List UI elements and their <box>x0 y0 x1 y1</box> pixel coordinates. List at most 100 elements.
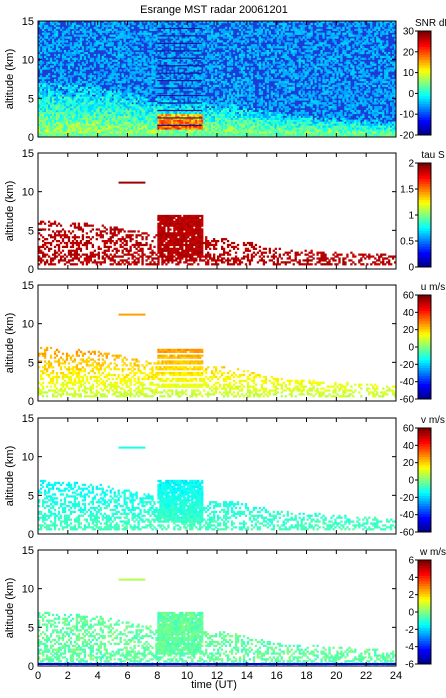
heatmap-cell <box>276 113 279 117</box>
heatmap-cell <box>49 131 53 134</box>
heatmap-cell <box>65 28 69 31</box>
heatmap-cell <box>203 21 206 24</box>
heatmap-cell <box>250 133 254 136</box>
heatmap-cell <box>276 98 279 101</box>
heatmap-cell <box>220 98 224 101</box>
heatmap-cell <box>222 42 226 45</box>
heatmap-cell <box>125 50 128 53</box>
heatmap-cell <box>278 113 281 117</box>
heatmap-cell <box>282 111 285 115</box>
heatmap-cell <box>141 133 144 136</box>
heatmap-cell <box>224 133 228 136</box>
heatmap-cell <box>47 77 51 80</box>
heatmap-cell <box>284 57 287 60</box>
heatmap-cell <box>228 123 232 126</box>
heatmap-cell <box>209 125 212 128</box>
heatmap-cell <box>131 109 134 113</box>
heatmap-cell <box>107 51 110 55</box>
heatmap-cell <box>266 119 270 122</box>
heatmap-cell <box>207 108 210 111</box>
heatmap-cell <box>75 42 79 45</box>
heatmap-cell <box>127 21 130 24</box>
heatmap-cell <box>240 119 244 122</box>
heatmap-cell <box>119 108 122 111</box>
heatmap-cell <box>81 115 85 118</box>
heatmap-cell <box>75 86 79 89</box>
heatmap-cell <box>193 82 196 86</box>
heatmap-cell <box>133 86 136 89</box>
heatmap-cell <box>217 133 220 136</box>
heatmap-cell <box>220 63 224 66</box>
heatmap-cell <box>119 50 122 53</box>
heatmap-cell <box>179 125 182 128</box>
heatmap-cell <box>53 129 57 132</box>
heatmap-cell <box>143 121 146 124</box>
heatmap-cell <box>248 135 252 138</box>
heatmap-cell <box>230 98 234 101</box>
heatmap-cell <box>234 129 238 132</box>
heatmap-cell <box>127 104 130 107</box>
heatmap-cell <box>209 111 212 115</box>
heatmap-cell <box>165 119 168 122</box>
heatmap-cell <box>111 119 114 122</box>
heatmap-cell <box>75 94 79 97</box>
heatmap-cell <box>75 108 79 111</box>
heatmap-cell <box>266 94 270 97</box>
heatmap-cell <box>69 125 73 128</box>
heatmap-cell <box>123 104 126 107</box>
heatmap-cell <box>51 108 55 111</box>
heatmap-cell <box>49 113 53 117</box>
heatmap-cell <box>163 111 166 115</box>
heatmap-cell <box>195 106 198 109</box>
heatmap-cell <box>169 21 172 24</box>
heatmap-cell <box>228 26 232 30</box>
heatmap-cell <box>121 63 124 66</box>
heatmap-cell <box>278 135 281 138</box>
heatmap-cell <box>215 109 218 113</box>
heatmap-cell <box>38 24 41 28</box>
heatmap-cell <box>101 119 104 122</box>
heatmap-cell <box>111 59 114 62</box>
heatmap-cell <box>41 84 45 88</box>
heatmap-cell <box>159 84 162 88</box>
heatmap-cell <box>131 40 134 43</box>
heatmap-cell <box>155 28 158 31</box>
heatmap-cell <box>203 127 206 130</box>
heatmap-cell <box>45 113 49 117</box>
heatmap-cell <box>240 67 244 70</box>
heatmap-cell <box>107 80 110 84</box>
heatmap-cell <box>127 77 130 80</box>
heatmap-cell <box>207 100 210 103</box>
heatmap-cell <box>123 65 126 68</box>
heatmap-cell <box>129 131 132 134</box>
heatmap-cell <box>222 133 226 136</box>
heatmap-cell <box>129 71 132 74</box>
heatmap-cell <box>91 135 94 138</box>
heatmap-cell <box>157 51 160 55</box>
heatmap-cell <box>236 113 240 117</box>
heatmap-cell <box>127 28 130 31</box>
heatmap-cell <box>252 108 256 111</box>
heatmap-cell <box>270 94 273 97</box>
heatmap-cell <box>129 59 132 62</box>
heatmap-cell <box>248 73 252 76</box>
heatmap-cell <box>282 69 285 72</box>
heatmap-cell <box>77 127 81 130</box>
heatmap-cell <box>179 53 182 57</box>
heatmap-cell <box>107 24 110 28</box>
heatmap-cell <box>189 129 192 132</box>
heatmap-cell <box>209 69 212 72</box>
heatmap-cell <box>119 90 122 93</box>
heatmap-cell <box>69 77 73 80</box>
heatmap-cell <box>175 117 178 120</box>
heatmap-cell <box>67 22 71 26</box>
heatmap-cell <box>97 117 100 120</box>
heatmap-cell <box>240 88 244 91</box>
heatmap-cell <box>258 115 262 118</box>
heatmap-cell <box>199 71 202 74</box>
heatmap-cell <box>282 92 285 95</box>
heatmap-cell <box>203 75 206 78</box>
heatmap-cell <box>224 111 228 115</box>
heatmap-cell <box>105 131 108 134</box>
heatmap-cell <box>117 129 120 132</box>
